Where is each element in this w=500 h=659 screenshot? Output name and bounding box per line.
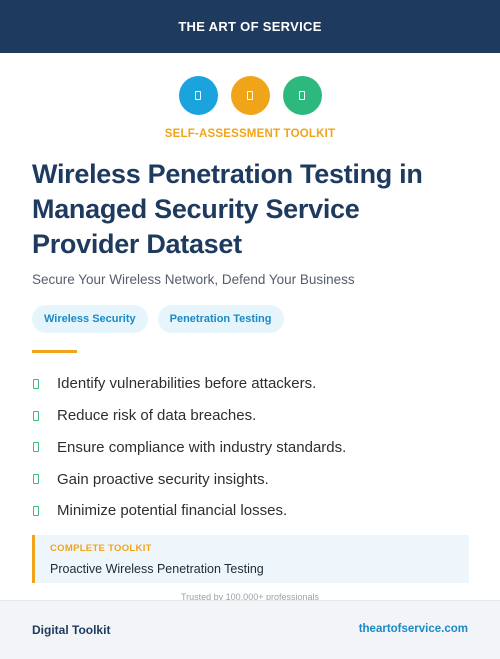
- list-item: Minimize potential financial losses.: [32, 495, 346, 527]
- tag-penetration-testing: Penetration Testing: [157, 305, 284, 333]
- document-icon: [299, 91, 305, 100]
- benefit-list: Identify vulnerabilities before attacker…: [32, 368, 346, 527]
- footer: Digital Toolkit theartofservice.com: [0, 600, 500, 659]
- list-item: Reduce risk of data breaches.: [32, 400, 346, 432]
- check-icon: [33, 442, 39, 453]
- icon-row: [0, 76, 500, 115]
- green-badge-icon: [282, 76, 322, 115]
- blue-badge-icon: [178, 76, 218, 115]
- subtitle: Secure Your Wireless Network, Defend You…: [32, 272, 355, 287]
- document-icon: [247, 91, 253, 100]
- document-icon: [195, 91, 201, 100]
- eyebrow-label: SELF-ASSESSMENT TOOLKIT: [164, 128, 336, 140]
- top-banner: THE ART OF SERVICE: [0, 0, 500, 53]
- website-link[interactable]: theartofservice.com: [358, 623, 468, 635]
- footer-label: Digital Toolkit: [32, 623, 111, 637]
- title-line: Wireless Penetration Testing in: [32, 159, 423, 189]
- toolkit-callout: COMPLETE TOOLKIT Proactive Wireless Pene…: [32, 535, 469, 583]
- title-line: Provider Dataset: [32, 229, 242, 259]
- toolkit-label: COMPLETE TOOLKIT: [50, 543, 152, 554]
- check-icon: [33, 474, 39, 485]
- accent-divider: [32, 350, 77, 353]
- list-item: Ensure compliance with industry standard…: [32, 432, 346, 464]
- benefit-text: Minimize potential financial losses.: [57, 502, 288, 520]
- toolkit-name: Proactive Wireless Penetration Testing: [50, 562, 264, 576]
- tag-list: Wireless Security Penetration Testing: [32, 305, 284, 333]
- check-icon: [33, 378, 39, 389]
- page-title: Wireless Penetration Testing in Managed …: [32, 157, 482, 262]
- brand-name: THE ART OF SERVICE: [178, 19, 322, 34]
- tag-wireless-security: Wireless Security: [32, 305, 148, 333]
- benefit-text: Identify vulnerabilities before attacker…: [57, 375, 317, 393]
- benefit-text: Reduce risk of data breaches.: [57, 407, 257, 425]
- list-item: Gain proactive security insights.: [32, 463, 346, 495]
- check-icon: [33, 410, 39, 421]
- check-icon: [33, 505, 39, 516]
- benefit-text: Gain proactive security insights.: [57, 470, 269, 488]
- title-line: Managed Security Service: [32, 194, 360, 224]
- benefit-text: Ensure compliance with industry standard…: [57, 438, 347, 456]
- trusted-note: Trusted by 100,000+ professionals: [180, 592, 319, 602]
- orange-badge-icon: [230, 76, 270, 115]
- list-item: Identify vulnerabilities before attacker…: [32, 368, 346, 400]
